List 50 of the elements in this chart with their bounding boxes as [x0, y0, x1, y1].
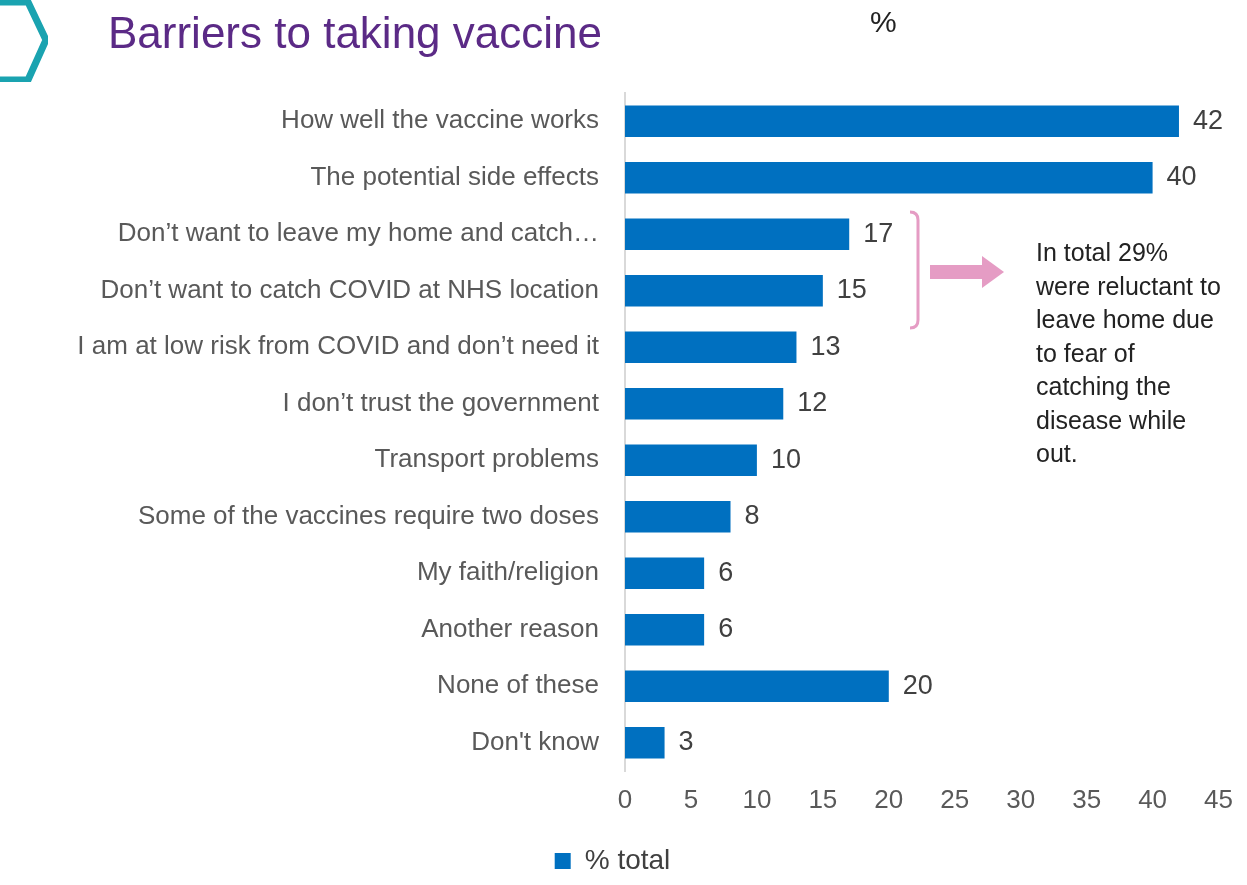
bar: [625, 274, 823, 307]
data-label: 40: [1166, 161, 1197, 192]
bar: [625, 500, 731, 533]
bar: [625, 105, 1179, 138]
annotation: In total 29% were reluctant to leave home due to fear of catching the disease while out.: [1036, 237, 1221, 469]
bar: [625, 331, 797, 364]
bar: [625, 613, 705, 646]
data-label: 17: [863, 217, 894, 248]
y-tick-label: I don’t trust the government: [282, 386, 600, 417]
data-label: 8: [744, 500, 760, 531]
bar: [625, 161, 1153, 194]
data-label: 15: [836, 274, 867, 305]
x-tick-label: 5: [683, 783, 699, 814]
data-label: 6: [718, 613, 734, 644]
bar: [625, 726, 665, 759]
y-tick-label: The potential side effects: [310, 160, 599, 191]
data-label: 10: [770, 443, 801, 474]
x-tick-label: 35: [1072, 783, 1102, 814]
bar: [625, 670, 889, 703]
chart-title: Barriers to taking vaccine: [108, 8, 602, 58]
y-tick-label: Don't know: [471, 725, 600, 756]
x-tick-label: 10: [742, 783, 772, 814]
bar: [625, 218, 850, 251]
data-label: 3: [678, 726, 694, 757]
data-label: 12: [797, 387, 828, 418]
legend-label: % total: [584, 843, 671, 875]
x-tick-label: 45: [1204, 783, 1233, 814]
x-tick-label: 20: [874, 783, 904, 814]
y-tick-label: I am at low risk from COVID and don’t need it: [77, 330, 600, 361]
chart-subtitle: %: [870, 5, 897, 39]
y-tick-label: None of these: [437, 669, 599, 700]
y-tick-label: How well the vaccine works: [281, 104, 599, 135]
data-label: 13: [810, 330, 841, 361]
y-tick-label: Don’t want to catch COVID at NHS location: [100, 273, 599, 304]
bar: [625, 387, 784, 420]
x-tick-label: 15: [808, 783, 838, 814]
x-tick-label: 40: [1138, 783, 1168, 814]
data-label: 20: [902, 669, 933, 700]
y-tick-label: Some of the vaccines require two doses: [137, 499, 599, 530]
y-tick-label: Don’t want to leave my home and catch…: [117, 217, 599, 248]
data-label: 42: [1192, 104, 1224, 135]
y-tick-label: Transport problems: [374, 443, 599, 474]
bar: [625, 557, 705, 590]
y-tick-label: My faith/religion: [416, 556, 599, 587]
x-tick-label: 30: [1006, 783, 1036, 814]
data-label: 6: [718, 556, 734, 587]
y-tick-label: Another reason: [421, 612, 599, 643]
x-tick-label: 25: [940, 783, 970, 814]
bar: [625, 444, 757, 477]
x-tick-label: 0: [617, 783, 633, 814]
